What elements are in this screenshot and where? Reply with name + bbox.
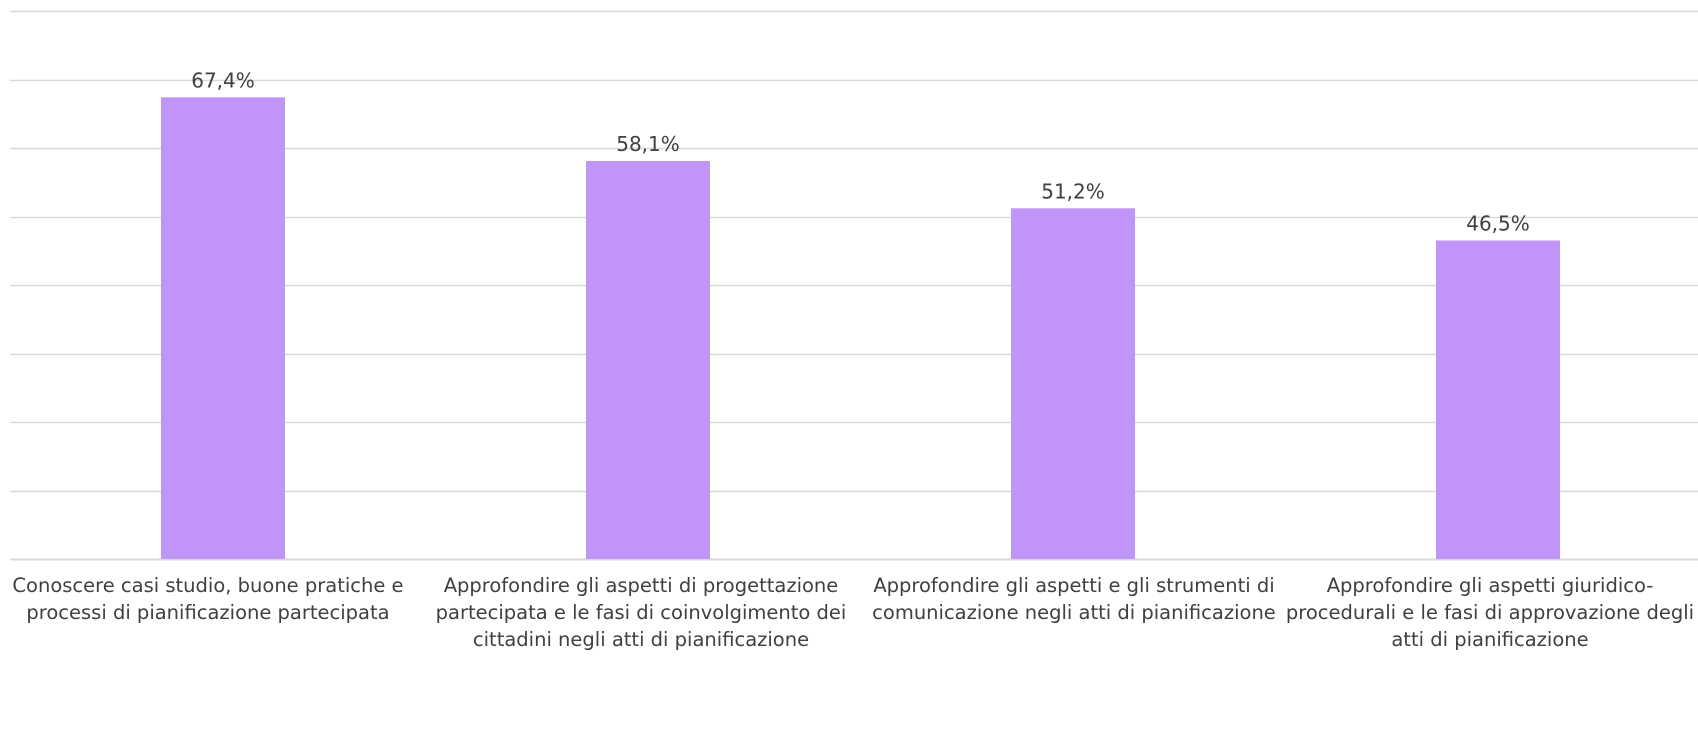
category-label: Approfondire gli aspetti e gli strumenti… (872, 574, 1276, 624)
bar (586, 161, 710, 559)
bar (1011, 208, 1135, 559)
data-label: 67,4% (191, 68, 255, 92)
bars (161, 97, 1560, 559)
data-label: 51,2% (1041, 179, 1105, 203)
data-labels: 67,4% 58,1% 51,2% 46,5% (191, 68, 1530, 235)
gridlines (10, 10, 1698, 561)
bar (1436, 240, 1560, 559)
bar (161, 97, 285, 559)
category-label: Approfondire gli aspetti giuridico-proce… (1285, 574, 1695, 651)
category-label: Approfondire gli aspetti di progettazion… (435, 574, 847, 651)
data-label: 58,1% (616, 132, 680, 156)
category-label: Conoscere casi studio, buone pratiche e … (12, 574, 404, 624)
data-label: 46,5% (1466, 211, 1530, 235)
